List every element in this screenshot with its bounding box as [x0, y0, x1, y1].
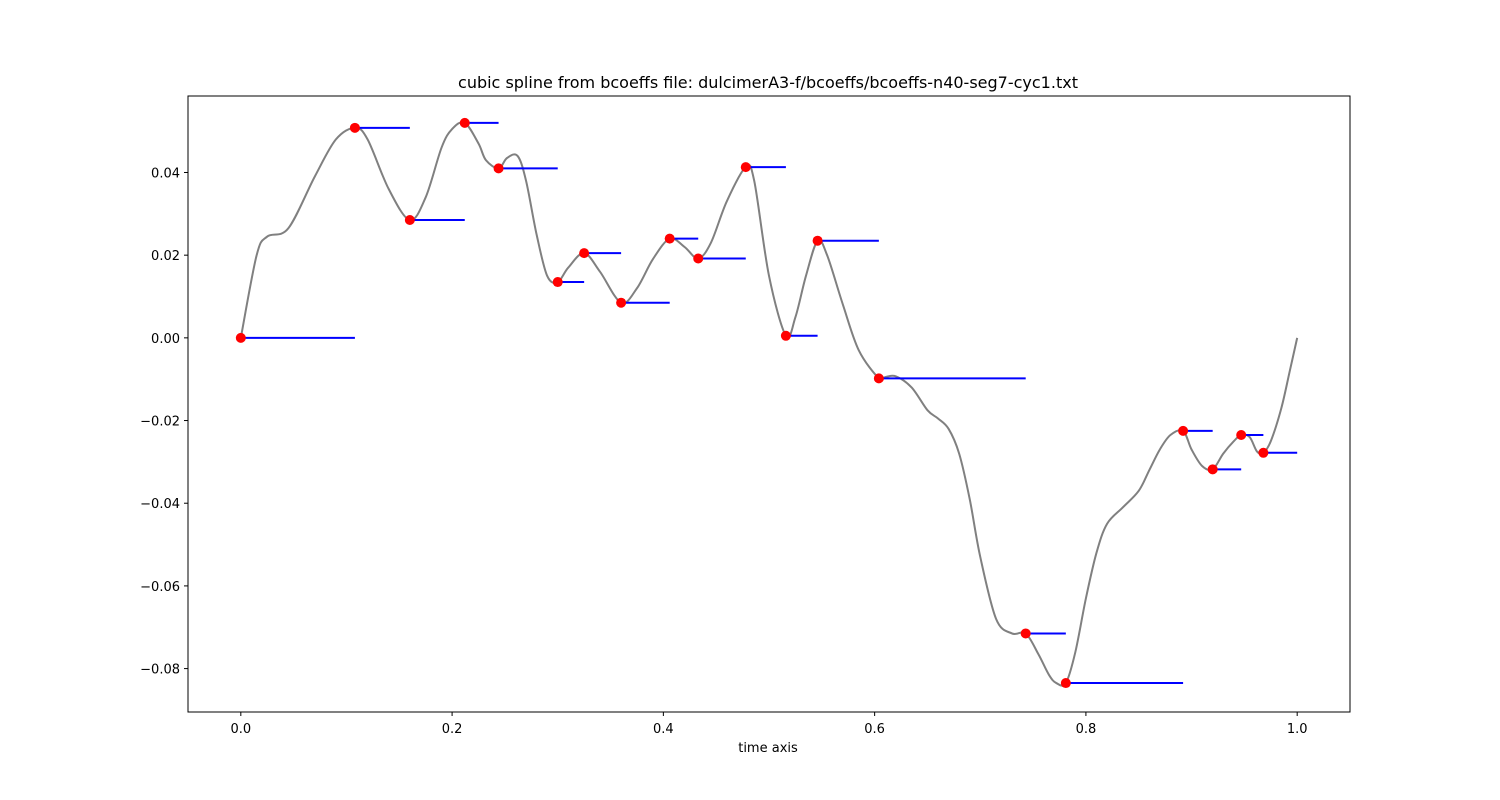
knot-point-9 [693, 253, 704, 264]
y-tick-label-2: 0.00 [151, 332, 180, 347]
knot-point-11 [780, 330, 791, 341]
knot-point-18 [1236, 430, 1247, 441]
knot-point-2 [404, 215, 415, 226]
knot-point-7 [616, 297, 627, 308]
spline-curve [239, 121, 1299, 687]
knot-point-17 [1207, 464, 1218, 475]
knot-point-1 [349, 122, 360, 133]
knot-point-16 [1178, 425, 1189, 436]
y-tick-label-4: −0.04 [140, 497, 180, 512]
x-tick-label-0: 0.0 [230, 722, 251, 737]
knot-point-4 [493, 163, 504, 174]
knot-point-12 [812, 235, 823, 246]
axes: 0.0 0.2 0.4 0.6 0.8 1.0 0.04 0.02 0.00 −0.02 −0.04… [140, 166, 1307, 737]
plot-frame [187, 95, 1351, 713]
knot-point-5 [552, 277, 563, 288]
knot-point-6 [579, 248, 590, 259]
knot-point-19 [1258, 447, 1269, 458]
knot-point-0 [235, 332, 246, 343]
knot-point-14 [1020, 628, 1031, 639]
knot-point-13 [873, 373, 884, 384]
plot-area [235, 117, 1299, 689]
x-tick-label-4: 0.8 [1076, 722, 1097, 737]
knot-point-8 [664, 233, 675, 244]
x-tick-label-3: 0.6 [864, 722, 885, 737]
x-tick-label-1: 0.2 [442, 722, 463, 737]
y-tick-label-1: 0.02 [151, 249, 180, 264]
y-tick-label-6: −0.08 [140, 663, 180, 678]
knot-point-15 [1060, 678, 1071, 689]
chart-title: cubic spline from bcoeffs file: dulcimer… [458, 73, 1078, 92]
x-tick-label-5: 1.0 [1287, 722, 1308, 737]
y-tick-label-3: −0.02 [140, 415, 180, 430]
x-tick-label-2: 0.4 [653, 722, 674, 737]
x-axis-label: time axis [738, 741, 798, 756]
y-tick-label-0: 0.04 [151, 166, 180, 181]
y-tick-label-5: −0.06 [140, 580, 180, 595]
knot-point-3 [459, 117, 470, 128]
knot-point-10 [740, 162, 751, 173]
